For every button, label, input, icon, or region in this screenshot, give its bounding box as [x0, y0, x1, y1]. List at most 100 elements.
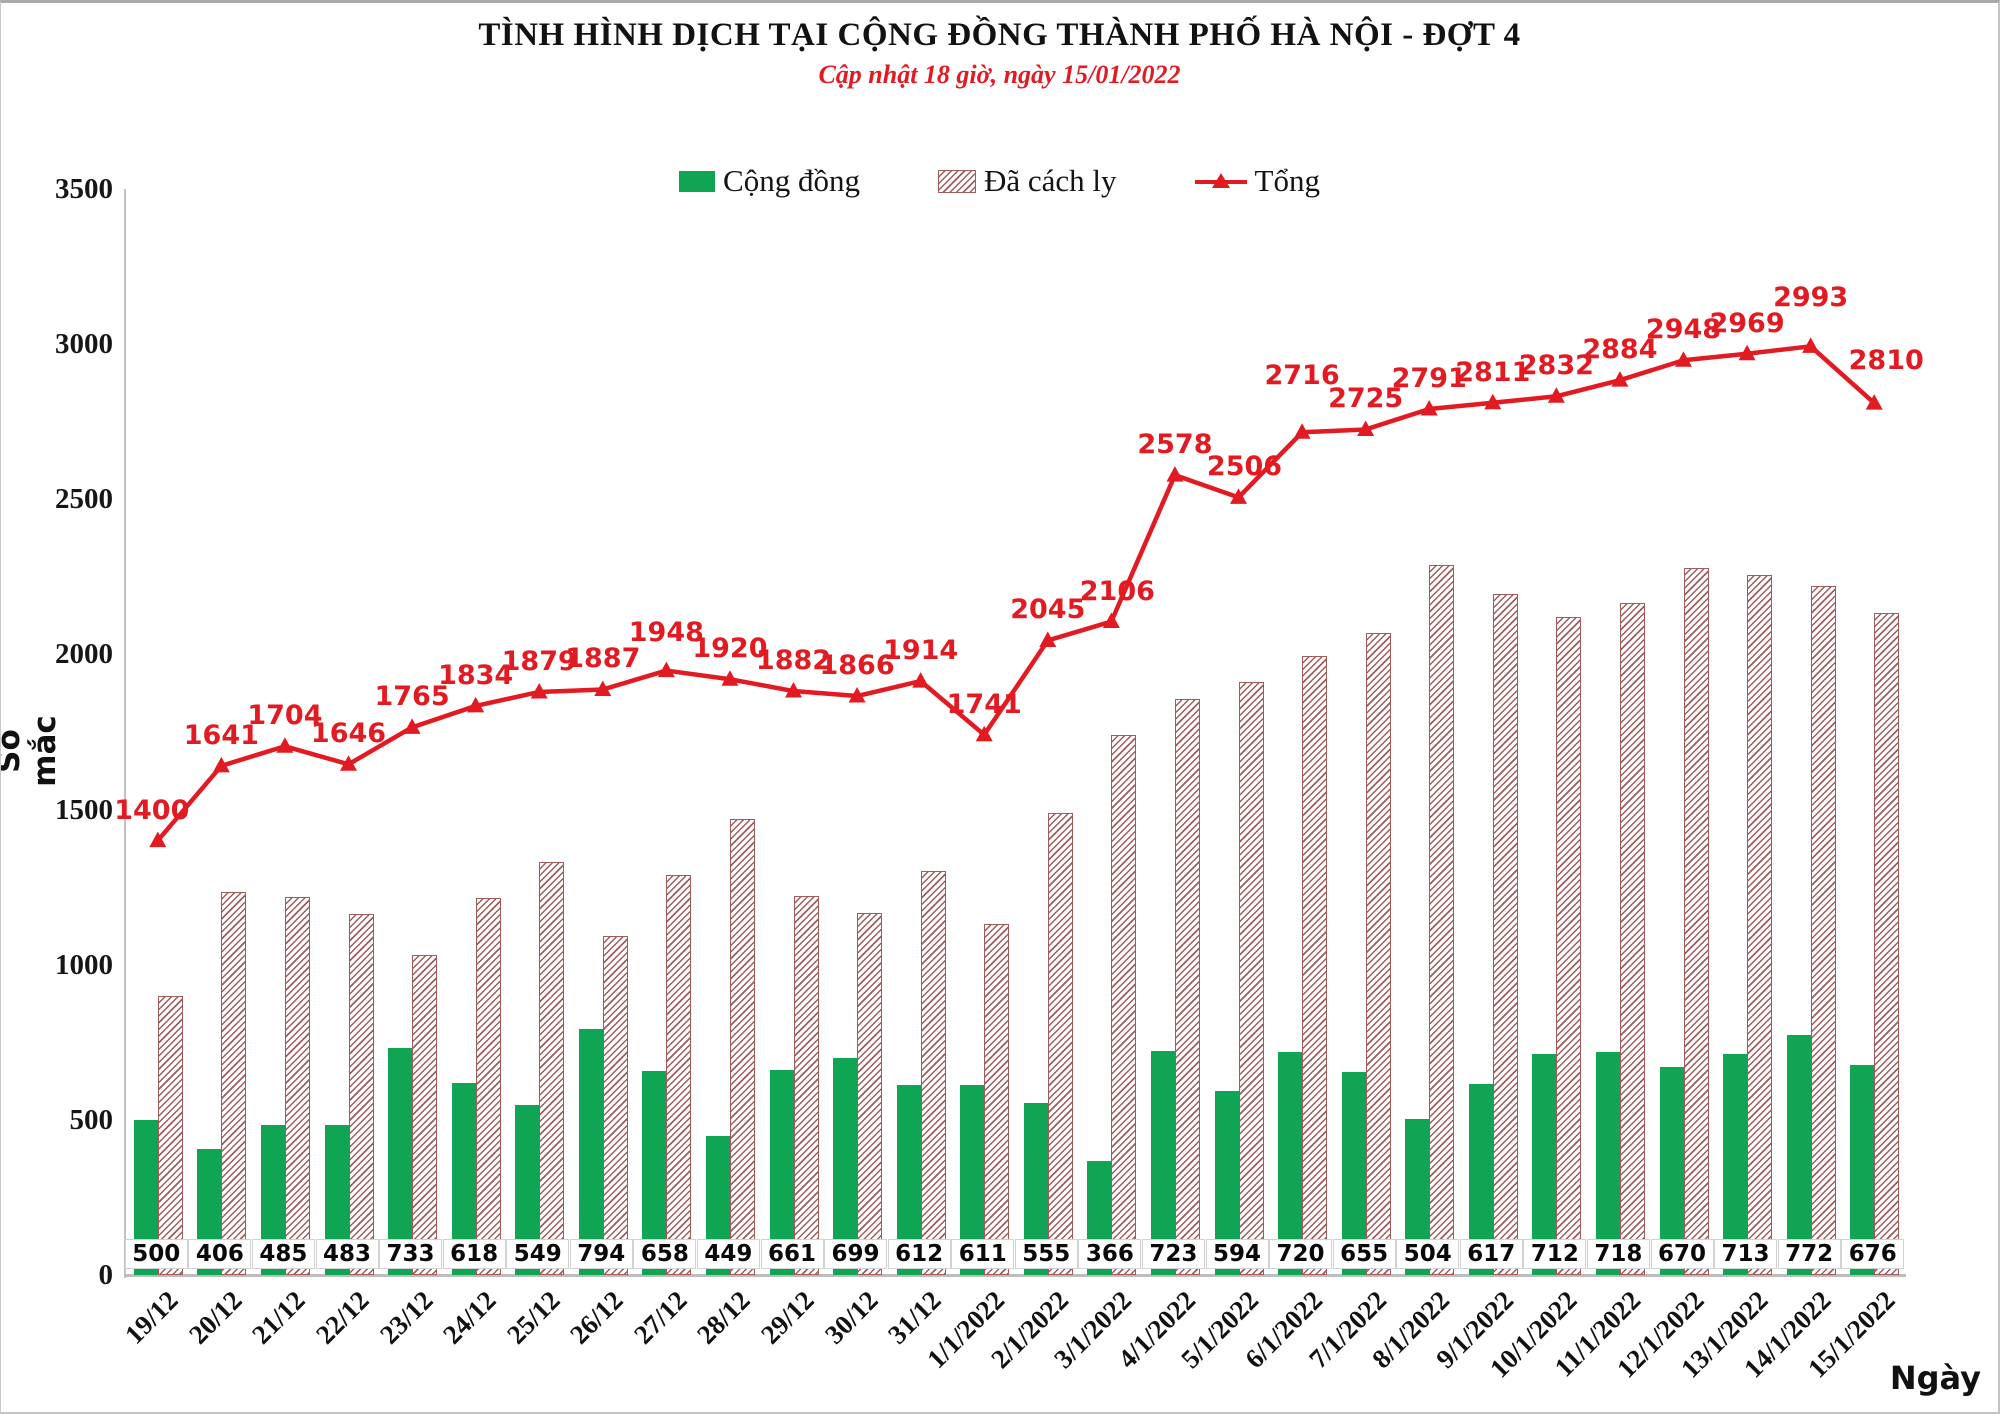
bar-isolated	[1238, 681, 1264, 1275]
x-tick-label: 19/12	[119, 1285, 185, 1350]
total-marker-triangle-icon	[1547, 387, 1565, 403]
bar-value-label: 733	[379, 1239, 443, 1269]
total-value-label: 1920	[692, 633, 768, 665]
bar-value-label: 366	[1078, 1239, 1142, 1269]
bar-value-label: 483	[315, 1239, 379, 1269]
x-tick-label: 21/12	[246, 1285, 312, 1350]
total-value-label: 2716	[1264, 360, 1340, 392]
x-tick-label: 29/12	[755, 1285, 820, 1350]
bar-isolated	[729, 818, 755, 1275]
bar-isolated	[1747, 574, 1773, 1275]
bar-isolated	[1111, 735, 1137, 1275]
total-marker-triangle-icon	[1039, 631, 1057, 647]
bar-value-label: 406	[188, 1239, 252, 1269]
x-tick-label: 24/12	[437, 1285, 502, 1350]
total-marker-triangle-icon	[1230, 488, 1247, 504]
y-tick-label: 3000	[55, 328, 113, 361]
bar-value-label: 723	[1141, 1239, 1205, 1269]
y-tick-label: 0	[98, 1259, 114, 1291]
bar-isolated	[602, 935, 628, 1275]
total-value-label: 2810	[1848, 345, 1924, 377]
y-tick-label: 3500	[55, 173, 113, 205]
total-marker-triangle-icon	[1357, 420, 1375, 436]
bar-community	[578, 1028, 603, 1275]
bar-value-label: 794	[569, 1239, 633, 1269]
bar-isolated	[984, 924, 1010, 1275]
bar-value-label: 772	[1777, 1239, 1841, 1269]
total-marker-triangle-icon	[785, 682, 802, 698]
bar-value-label: 555	[1014, 1239, 1078, 1269]
x-tick-label: 20/12	[182, 1285, 248, 1350]
x-axis-line	[124, 1274, 1906, 1277]
bar-value-label: 504	[1396, 1239, 1460, 1269]
bar-isolated	[793, 896, 819, 1275]
total-value-label: 1741	[946, 688, 1022, 720]
total-value-label: 2725	[1328, 383, 1404, 415]
bar-isolated	[1047, 812, 1073, 1275]
bar-community	[1532, 1054, 1557, 1275]
total-value-label: 2791	[1391, 362, 1467, 394]
bar-community	[1723, 1053, 1748, 1275]
bar-community	[1595, 1052, 1620, 1275]
bar-value-label: 618	[442, 1239, 506, 1269]
bar-value-label: 485	[251, 1239, 315, 1269]
total-value-label: 2045	[1010, 594, 1086, 626]
total-value-label: 1866	[819, 650, 895, 681]
bar-value-label: 713	[1714, 1239, 1778, 1269]
bar-value-label: 658	[633, 1239, 697, 1269]
bar-isolated	[412, 954, 438, 1275]
total-value-label: 2969	[1709, 307, 1785, 339]
legend: Cộng đồng Đã cách ly Tổng	[1, 163, 1998, 199]
x-axis-title: Ngày	[1889, 1359, 1981, 1397]
total-line-swatch-icon	[1194, 170, 1247, 192]
bar-value-label: 699	[824, 1239, 888, 1269]
bar-value-label: 594	[1205, 1239, 1269, 1269]
total-value-label: 1765	[374, 681, 450, 713]
y-tick-label: 1000	[55, 948, 113, 981]
x-tick-label: 23/12	[373, 1285, 439, 1350]
total-value-label: 2993	[1773, 282, 1849, 314]
total-value-label: 1646	[310, 718, 387, 750]
bar-community	[1150, 1050, 1175, 1275]
total-marker-triangle-icon	[1738, 344, 1756, 361]
total-value-label: 2884	[1582, 334, 1658, 366]
bar-value-label: 612	[887, 1239, 951, 1269]
bar-isolated	[475, 897, 501, 1275]
total-value-label: 1948	[628, 616, 704, 648]
bar-value-label: 661	[760, 1239, 824, 1269]
y-tick-label: 2000	[55, 638, 113, 671]
bar-isolated	[284, 896, 310, 1275]
chart-subtitle: Cập nhật 18 giờ, ngày 15/01/2022	[818, 60, 1181, 89]
total-value-label: 2832	[1518, 350, 1594, 382]
bar-community	[388, 1047, 413, 1275]
y-tick-label: 1500	[55, 793, 113, 826]
x-tick-label: 22/12	[310, 1285, 375, 1350]
legend-label-community: Cộng đồng	[723, 163, 860, 198]
total-value-label: 1882	[755, 645, 832, 677]
x-tick-label: 30/12	[818, 1285, 884, 1350]
legend-item-total: Tổng	[1194, 163, 1320, 199]
bar-value-label: 676	[1841, 1239, 1905, 1269]
y-axis-line	[124, 189, 126, 1278]
bar-value-label: 670	[1650, 1239, 1714, 1269]
bar-isolated	[920, 871, 946, 1275]
bar-isolated	[1810, 585, 1836, 1275]
total-value-label: 2811	[1455, 356, 1531, 388]
bar-isolated	[1174, 699, 1200, 1275]
total-marker-triangle-icon	[1293, 423, 1311, 439]
total-value-label: 1704	[247, 700, 323, 732]
bar-isolated	[1492, 594, 1518, 1275]
total-marker-triangle-icon	[340, 755, 357, 771]
bar-isolated	[857, 912, 883, 1275]
total-marker-triangle-icon	[1484, 393, 1502, 410]
x-tick-label: 25/12	[500, 1285, 566, 1350]
bar-value-label: 449	[696, 1239, 760, 1269]
total-value-label: 1879	[501, 645, 577, 677]
total-value-label: 1914	[883, 635, 959, 667]
bar-value-label: 500	[124, 1239, 188, 1269]
total-value-label: 1834	[438, 659, 514, 691]
y-tick-label: 2500	[55, 483, 113, 516]
total-marker-triangle-icon	[1865, 394, 1883, 410]
bar-community	[833, 1058, 858, 1275]
